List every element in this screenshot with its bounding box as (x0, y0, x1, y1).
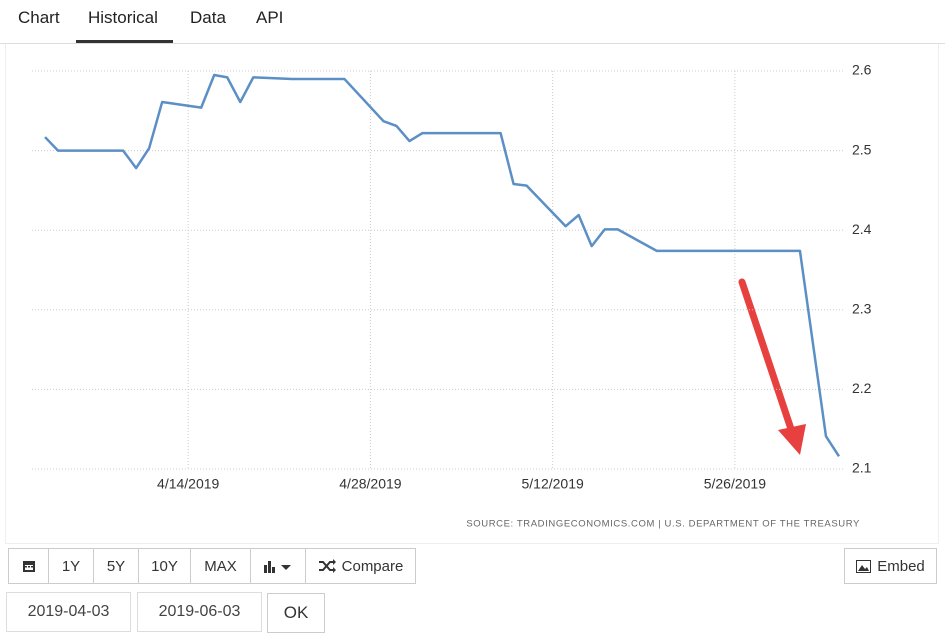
tab[interactable]: Data (190, 8, 226, 27)
y-tick-label: 2.4 (852, 221, 872, 237)
range-button[interactable]: MAX (190, 548, 251, 584)
x-tick-label: 4/14/2019 (157, 476, 219, 492)
range-button[interactable]: 1Y (48, 548, 94, 584)
compare-button[interactable]: Compare (305, 548, 416, 584)
tab[interactable]: Chart (18, 8, 60, 27)
y-tick-label: 2.3 (852, 301, 872, 317)
calendar-button[interactable] (8, 548, 49, 584)
y-tick-label: 2.2 (852, 380, 872, 396)
tab-border (0, 43, 945, 44)
start-date-input[interactable]: 2019-04-03 (6, 592, 131, 632)
chart-type-button[interactable] (250, 548, 306, 584)
calendar-icon (22, 561, 35, 572)
x-tick-label: 5/26/2019 (704, 476, 766, 492)
x-tick-label: 5/12/2019 (521, 476, 583, 492)
embed-label: Embed (877, 557, 925, 575)
range-button[interactable]: 5Y (93, 548, 139, 584)
compare-label: Compare (341, 557, 404, 575)
chart-frame (5, 44, 939, 544)
y-tick-label: 2.1 (852, 460, 872, 476)
y-tick-label: 2.5 (852, 141, 872, 157)
embed-button[interactable]: Embed (844, 548, 937, 584)
image-icon (856, 559, 872, 573)
chart: SOURCE: TRADINGECONOMICS.COM | U.S. DEPA… (32, 62, 872, 530)
x-tick-label: 4/28/2019 (339, 476, 401, 492)
tab-underline (76, 40, 173, 43)
y-tick-label: 2.6 (852, 62, 872, 78)
chart-type-icon (264, 561, 291, 573)
shuffle-icon (318, 559, 336, 573)
source: SOURCE: TRADINGECONOMICS.COM | U.S. DEPA… (466, 519, 860, 530)
end-date-input[interactable]: 2019-06-03 (137, 592, 262, 632)
annotation-arrow (738, 278, 806, 455)
tab[interactable]: API (256, 8, 284, 27)
ok-button[interactable]: OK (267, 593, 325, 633)
tab[interactable]: Historical (88, 8, 158, 27)
line-series (44, 73, 841, 457)
range-button[interactable]: 10Y (138, 548, 191, 584)
